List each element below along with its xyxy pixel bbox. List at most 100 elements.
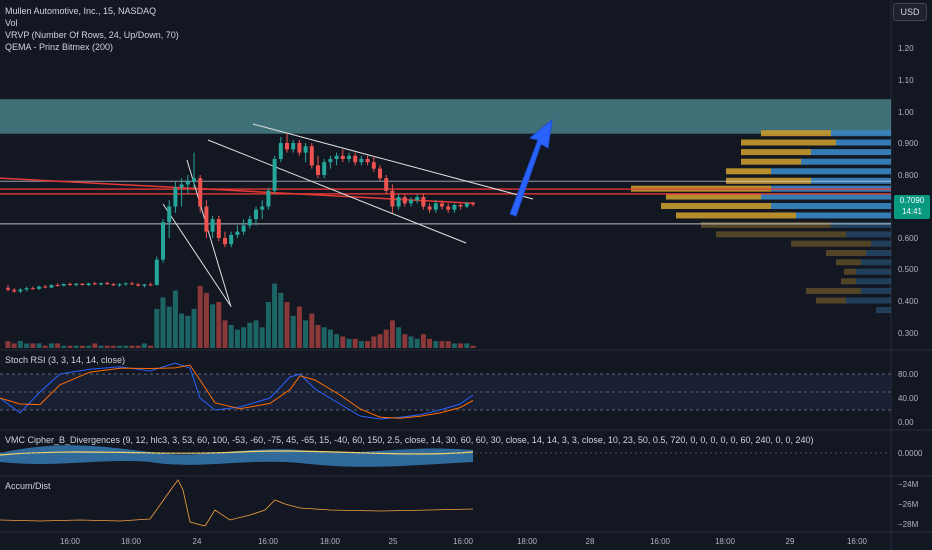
time-tick-11: 29	[786, 537, 795, 546]
candle-body-59	[371, 162, 376, 169]
time-tick-2: 24	[193, 537, 202, 546]
volume-bar-16	[104, 345, 110, 348]
time-tick-8: 28	[586, 537, 595, 546]
candle-body-38	[241, 225, 246, 232]
time-tick-12: 16:00	[847, 537, 868, 546]
time-tick-7: 18:00	[517, 537, 538, 546]
candle-body-6	[43, 286, 48, 288]
candle-body-35	[223, 238, 227, 245]
stoch-tick-0: 80.00	[898, 370, 919, 379]
candle-body-31	[198, 178, 203, 207]
candle-body-57	[359, 159, 364, 163]
resistance-zone	[0, 99, 891, 134]
vp-up-1	[741, 139, 836, 146]
candle-body-58	[365, 159, 370, 163]
volume-bar-67	[420, 334, 426, 348]
volume-bar-32	[203, 292, 209, 348]
vp-down-0	[831, 130, 891, 137]
accum-dist-line	[0, 479, 474, 527]
volume-bar-38	[241, 327, 247, 348]
vmc-wave	[0, 445, 473, 467]
symbol-legend: Mullen Automotive, Inc., 15, NASDAQ	[5, 6, 157, 16]
vp-down-11	[846, 231, 891, 238]
candle-body-73	[458, 204, 463, 207]
vp-down-1	[836, 139, 891, 146]
vp-down-13	[866, 250, 891, 256]
volume-bar-27	[172, 290, 178, 348]
vrvp-legend: VRVP (Number Of Rows, 24, Up/Down, 70)	[5, 30, 179, 40]
candle-body-29	[185, 181, 190, 185]
candle-body-37	[235, 231, 240, 235]
volume-bar-59	[371, 336, 377, 348]
candle-body-33	[210, 219, 215, 232]
volume-bar-73	[458, 343, 464, 348]
currency-button[interactable]: USD	[893, 3, 927, 21]
volume-bar-14	[92, 343, 98, 348]
candle-body-54	[340, 155, 345, 159]
volume-bar-18	[117, 345, 123, 348]
last-price-value: 0.7090	[899, 196, 925, 205]
candle-body-46	[291, 143, 296, 150]
candle-body-15	[99, 283, 103, 285]
candle-body-32	[204, 206, 209, 232]
candle-body-20	[130, 283, 134, 285]
volume-bar-11	[73, 345, 79, 348]
candle-body-61	[384, 178, 389, 191]
forecast-arrow	[509, 118, 553, 217]
candle-body-53	[334, 155, 339, 159]
vp-up-11	[716, 231, 846, 238]
volume-bar-35	[222, 320, 228, 348]
time-tick-5: 25	[389, 537, 398, 546]
volume-bar-39	[247, 322, 253, 348]
volume-bar-17	[110, 345, 116, 348]
candle-body-66	[415, 197, 420, 201]
volume-bar-71	[445, 341, 451, 348]
volume-bar-6	[42, 345, 48, 348]
volume-bar-26	[166, 306, 172, 348]
vol-legend: Vol	[5, 18, 18, 28]
volume-bar-20	[129, 345, 135, 348]
price-tick-4: 0.800	[898, 171, 919, 180]
vp-down-4	[771, 168, 891, 175]
volume-bar-66	[414, 338, 420, 348]
volume-bar-13	[86, 345, 92, 348]
candle-body-7	[49, 285, 54, 288]
volume-bar-29	[185, 315, 191, 348]
red-trendline	[0, 177, 476, 205]
time-tick-1: 18:00	[121, 537, 142, 546]
candle-body-60	[378, 168, 382, 179]
candle-body-3	[24, 288, 29, 290]
volume-bar-2	[17, 341, 23, 348]
vp-down-16	[856, 278, 891, 285]
price-tick-6: 0.500	[898, 265, 919, 274]
volume-bar-22	[141, 343, 147, 348]
stoch-rsi-label: Stoch RSI (3, 3, 14, 14, close)	[5, 355, 126, 365]
vp-up-16	[841, 278, 856, 285]
candle-body-16	[105, 283, 110, 285]
vp-down-8	[771, 203, 891, 209]
volume-bar-15	[98, 345, 104, 348]
candle-body-45	[285, 143, 289, 150]
candle-body-67	[421, 197, 426, 207]
candle-body-71	[446, 206, 451, 210]
time-tick-4: 18:00	[320, 537, 341, 546]
vp-down-10	[831, 221, 891, 228]
vp-down-2	[811, 149, 891, 156]
candle-body-44	[278, 143, 283, 159]
volume-bar-19	[123, 345, 129, 348]
volume-bar-7	[48, 343, 54, 348]
volume-bar-50	[315, 325, 321, 348]
price-tick-5: 0.600	[898, 234, 919, 243]
candle-body-74	[464, 203, 469, 207]
volume-bar-10	[67, 345, 73, 348]
vp-down-14	[861, 259, 891, 266]
accum-tick-1: −26M	[898, 500, 919, 509]
vp-up-2	[741, 149, 811, 156]
vp-up-15	[844, 268, 856, 275]
candle-body-39	[247, 219, 252, 226]
time-tick-9: 16:00	[650, 537, 671, 546]
stoch-tick-1: 40.00	[898, 394, 919, 403]
volume-bar-41	[259, 327, 265, 348]
candle-body-68	[427, 206, 432, 210]
